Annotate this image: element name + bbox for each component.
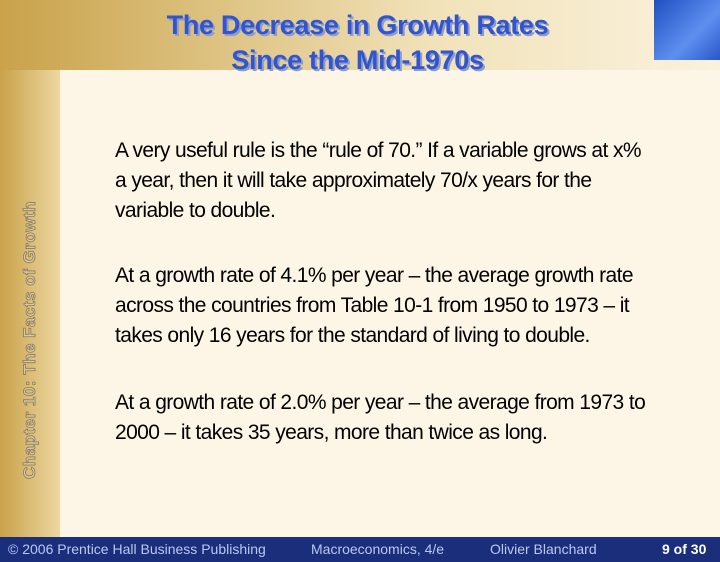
paragraph: At a growth rate of 4.1% per year – the … <box>115 264 634 347</box>
paragraph: At a growth rate of 2.0% per year – the … <box>115 391 646 444</box>
side-band <box>0 0 60 537</box>
side-label: Chapter 10: The Facts of Growth <box>20 200 40 480</box>
top-band <box>0 0 720 70</box>
footer-bar <box>0 537 720 562</box>
footer-book: Macroeconomics, 4/e <box>311 541 445 557</box>
footer-author: Olivier Blanchard <box>490 541 597 557</box>
footer-page: 9 of 30 <box>662 541 707 557</box>
title-line: Since the Mid-1970s <box>231 45 484 75</box>
footer-copyright: © 2006 Prentice Hall Business Publishing <box>8 541 266 557</box>
paragraph: A very useful rule is the “rule of 70.” … <box>115 139 642 222</box>
logo <box>654 0 720 60</box>
title-line: The Decrease in Growth Rates <box>166 10 549 40</box>
